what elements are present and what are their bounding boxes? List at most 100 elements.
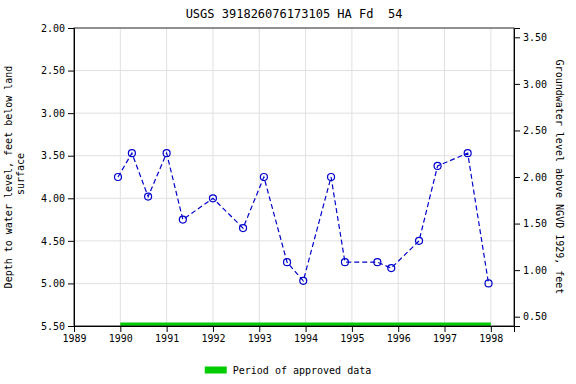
tick-label: 1998 [479, 333, 503, 344]
tick: 1991 [155, 326, 179, 344]
tick-mark [514, 37, 520, 38]
period-bar [120, 323, 491, 327]
point [260, 174, 267, 181]
grid-line [74, 198, 514, 199]
tick: 1998 [479, 326, 503, 344]
tick: 1.50 [514, 218, 547, 229]
tick-label: 5.00 [41, 278, 65, 289]
tick: 4.50 [41, 236, 74, 247]
point [485, 280, 492, 287]
tick: 0.50 [514, 311, 547, 322]
tick-label: 0.50 [523, 311, 547, 322]
tick-label: 4.00 [41, 193, 65, 204]
point [464, 150, 471, 157]
tick-label: 4.50 [41, 236, 65, 247]
axis-line [68, 29, 75, 327]
tick-label: 3.00 [523, 79, 547, 90]
tick-mark [514, 317, 520, 318]
tick-mark [120, 326, 121, 332]
point [115, 174, 122, 181]
tick-mark [68, 326, 74, 327]
tick-label: 3.50 [41, 150, 65, 161]
tick-label: 1997 [433, 333, 457, 344]
tick: 4.00 [41, 193, 74, 204]
grid-line [74, 113, 514, 114]
grid [74, 28, 514, 326]
grid-line [74, 283, 514, 284]
tick-label: 1.50 [523, 218, 547, 229]
grid-line [120, 28, 121, 326]
point [284, 259, 291, 266]
tick-mark [445, 326, 446, 332]
grid-line [74, 70, 514, 71]
tick: 1995 [340, 326, 364, 344]
tick-label: 2.50 [523, 125, 547, 136]
grid-line [259, 28, 260, 326]
point [300, 277, 307, 284]
point [434, 162, 441, 169]
tick: 2.50 [41, 65, 74, 76]
tick-label: 1993 [248, 333, 272, 344]
tick-label: 1990 [109, 333, 133, 344]
point [328, 174, 335, 181]
tick: 5.50 [41, 321, 74, 332]
point [374, 259, 381, 266]
legend: Period of approved data [205, 365, 371, 376]
tick-label: 1.00 [523, 265, 547, 276]
tick: 3.50 [514, 32, 547, 43]
tick: 3.00 [41, 108, 74, 119]
grid-line [74, 240, 514, 241]
grid-line [305, 28, 306, 326]
tick-label: 1989 [62, 333, 86, 344]
axis-line [75, 327, 515, 333]
tick-mark [514, 84, 520, 85]
tick-mark [514, 270, 520, 271]
legend-item: Period of approved data [205, 365, 371, 376]
tick: 1992 [201, 326, 225, 344]
tick-label: 1995 [340, 333, 364, 344]
tick: 2.00 [41, 23, 74, 34]
tick: 1989 [62, 326, 86, 344]
point [240, 225, 247, 232]
point [163, 150, 170, 157]
grid-line [212, 28, 213, 326]
tick-label: 2.50 [41, 65, 65, 76]
tick-mark [213, 326, 214, 332]
axis: 0.50 1.00 1.50 2.00 2.50 3.00 3.50 [514, 29, 547, 327]
series-line [118, 153, 489, 283]
plot-frame [74, 28, 514, 326]
grid-line [351, 28, 352, 326]
grid-line [166, 28, 167, 326]
tick-mark [491, 326, 492, 332]
axis-line [515, 29, 521, 327]
y-axis-label: Depth to water level, feet below land su… [3, 66, 26, 289]
tick-label: 3.00 [41, 108, 65, 119]
tick-mark [68, 113, 74, 114]
tick-label: 1994 [294, 333, 318, 344]
point [145, 193, 152, 200]
tick-mark [68, 241, 74, 242]
tick-mark [514, 177, 520, 178]
tick-mark [514, 224, 520, 225]
y2-axis-label: Groundwater level above NGVD 1929, feet [554, 60, 565, 295]
axis: 2.00 2.50 3.00 3.50 4.00 4.50 5.00 5.50 [41, 23, 75, 332]
tick: 1993 [248, 326, 272, 344]
tick-mark [68, 198, 74, 199]
tick-label: 1996 [387, 333, 411, 344]
tick-mark [167, 326, 168, 332]
title: USGS 391826076173105 HA Fd 54 [186, 7, 403, 21]
point [209, 195, 216, 202]
legend-label: Period of approved data [233, 365, 371, 376]
tick-label: 2.00 [523, 172, 547, 183]
tick: 2.50 [514, 125, 547, 136]
tick: 5.00 [41, 278, 74, 289]
tick-mark [68, 156, 74, 157]
tick-mark [68, 283, 74, 284]
point [128, 150, 135, 157]
tick-mark [306, 326, 307, 332]
tick: 3.00 [514, 79, 547, 90]
tick-label: 1991 [155, 333, 179, 344]
point [416, 237, 423, 244]
tick-label: 3.50 [523, 32, 547, 43]
tick: 2.00 [514, 172, 547, 183]
